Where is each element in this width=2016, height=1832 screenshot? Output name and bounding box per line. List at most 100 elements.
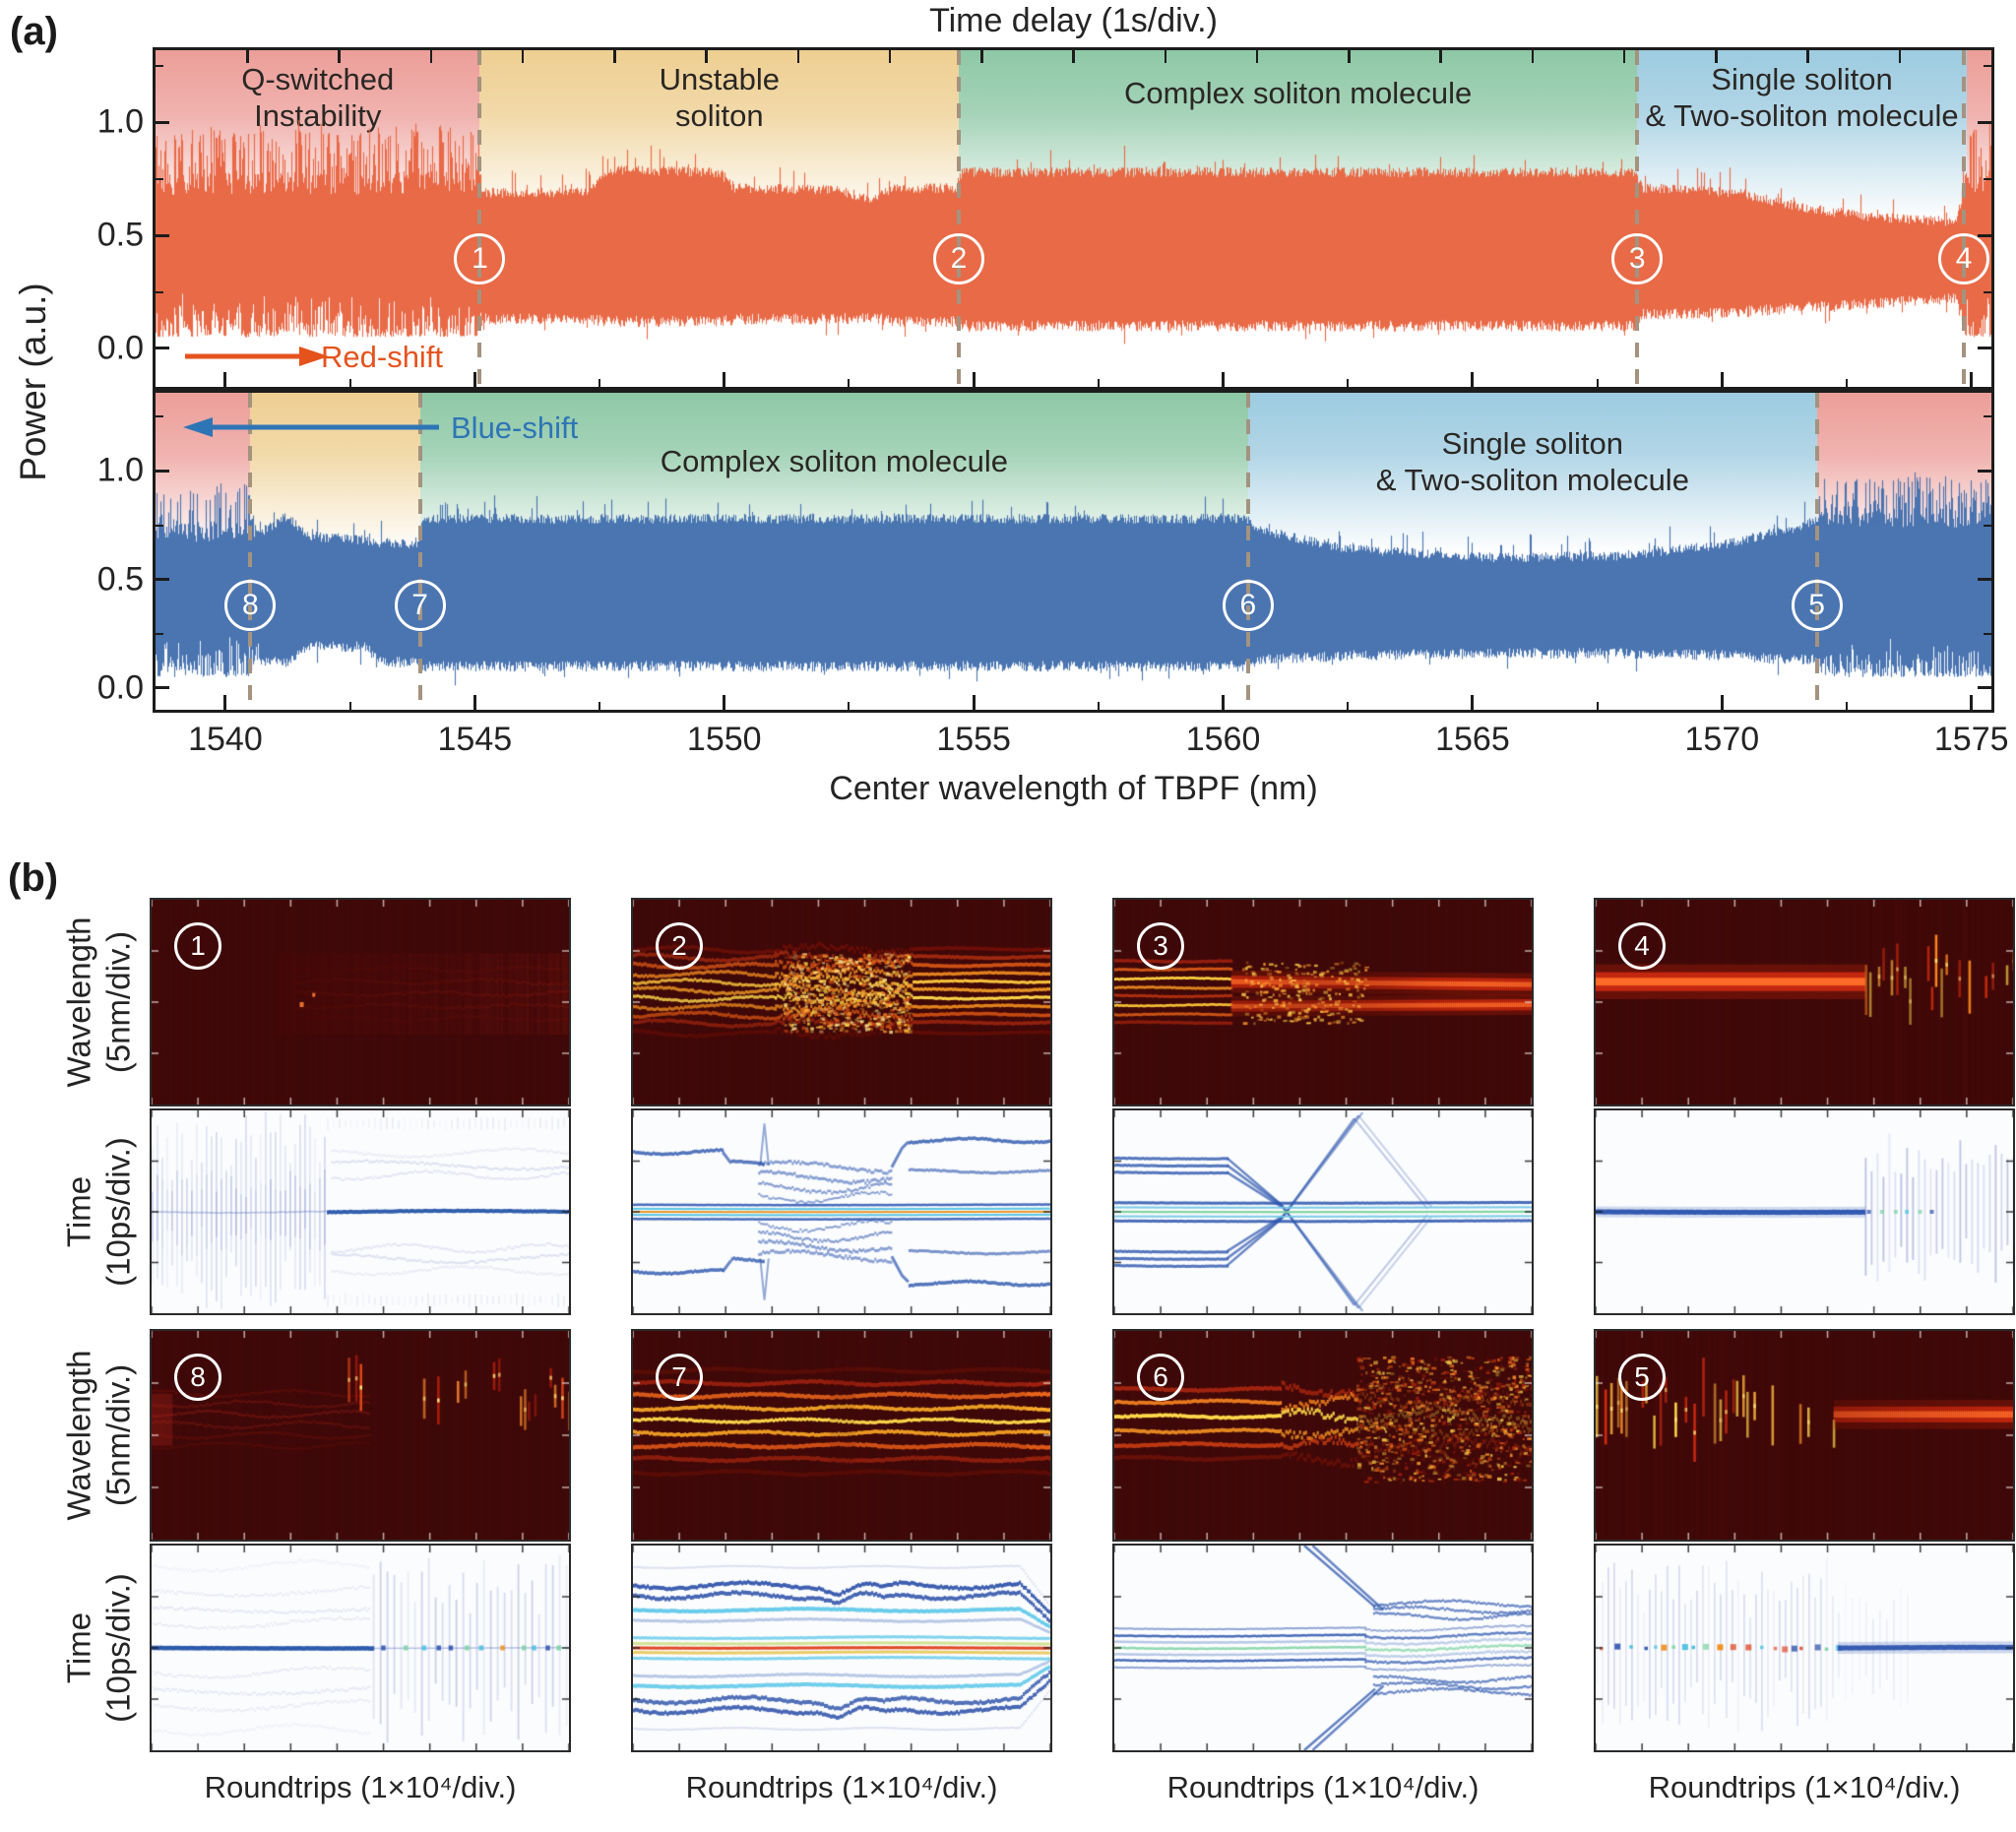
heatmap-canvas-3-time xyxy=(1114,1110,1532,1313)
subplot-marker-circle-2: 2 xyxy=(656,922,703,970)
heatmap-canvas-4-wavelength xyxy=(1596,900,2013,1105)
boundary-dashed-line xyxy=(1814,393,1819,710)
axis-tick xyxy=(1846,379,1849,387)
x-axis-label: Center wavelength of TBPF (nm) xyxy=(829,770,1318,807)
y-tick-label: 1.0 xyxy=(96,102,144,141)
roundtrips-xlabel: Roundtrips (1×10⁴/div.) xyxy=(1166,1770,1480,1804)
axis-tick xyxy=(1439,50,1442,63)
panel-b-label: (b) xyxy=(8,856,59,900)
axis-tick xyxy=(156,120,169,124)
axis-tick xyxy=(1471,695,1475,710)
marker-circle-6: 6 xyxy=(1222,579,1274,631)
axis-tick xyxy=(1720,372,1724,387)
y-tick-label: 1.0 xyxy=(96,451,144,489)
heatmap-time-7 xyxy=(631,1544,1052,1752)
axis-tick xyxy=(888,50,892,63)
boundary-dashed-line xyxy=(248,393,253,710)
panel-a-top-plot: Q-switchedInstabilityUnstablesolitonComp… xyxy=(153,47,1994,390)
axis-tick xyxy=(156,469,169,473)
heatmap-canvas-8-time xyxy=(152,1546,569,1750)
axis-tick xyxy=(472,695,476,710)
axis-tick xyxy=(1531,50,1534,63)
axis-tick xyxy=(705,50,708,63)
y-tick-label: 0.5 xyxy=(96,560,144,599)
top-axis-title: Time delay (1s/div.) xyxy=(929,2,1218,39)
axis-tick xyxy=(1471,372,1475,387)
heatmap-time-5 xyxy=(1594,1544,2015,1752)
roundtrips-xlabel: Roundtrips (1×10⁴/div.) xyxy=(204,1770,517,1804)
boundary-dashed-line xyxy=(1962,50,1967,387)
ylabel-line: Wavelength xyxy=(60,1350,97,1521)
axis-tick xyxy=(1255,50,1259,63)
axis-tick xyxy=(972,372,976,387)
marker-circle-5: 5 xyxy=(1791,579,1843,631)
heatmap-canvas-1-time xyxy=(152,1110,569,1313)
axis-tick xyxy=(156,177,163,180)
boundary-dashed-line xyxy=(1635,50,1640,387)
heatmap-wavelength-7: 7 xyxy=(631,1329,1052,1542)
axis-tick xyxy=(1970,695,1974,710)
axis-tick xyxy=(1347,702,1350,710)
axis-tick xyxy=(1072,50,1075,63)
panel-a-label: (a) xyxy=(10,10,58,53)
axis-tick xyxy=(246,50,249,63)
axis-tick xyxy=(1970,372,1974,387)
x-tick-label: 1560 xyxy=(1185,721,1261,758)
x-tick-label: 1550 xyxy=(686,721,762,758)
heatmap-wavelength-3: 3 xyxy=(1112,898,1534,1106)
axis-tick xyxy=(156,290,163,293)
axis-tick xyxy=(1984,415,1991,418)
subplot-marker-circle-6: 6 xyxy=(1137,1354,1184,1401)
heatmap-canvas-5-wavelength xyxy=(1596,1331,2013,1540)
roundtrips-xlabel: Roundtrips (1×10⁴/div.) xyxy=(685,1770,998,1804)
heatmap-wavelength-2: 2 xyxy=(631,898,1052,1106)
x-tick-label: 1540 xyxy=(188,721,263,758)
axis-tick xyxy=(1978,233,1991,237)
subplot-marker-circle-8: 8 xyxy=(174,1354,221,1401)
red-shift-arrow xyxy=(183,344,331,369)
x-tick-label: 1575 xyxy=(1933,721,2009,758)
axis-tick xyxy=(1347,379,1350,387)
marker-circle-3: 3 xyxy=(1611,233,1664,285)
axis-tick xyxy=(156,347,169,350)
x-tick-label: 1555 xyxy=(936,721,1011,758)
heatmap-canvas-6-wavelength xyxy=(1114,1331,1532,1540)
time-row-ylabel: Time (10ps/div.) xyxy=(59,1573,137,1723)
heatmap-canvas-7-wavelength xyxy=(633,1331,1050,1540)
roundtrips-xlabel: Roundtrips (1×10⁴/div.) xyxy=(1648,1770,1961,1804)
y-tick-label: 0.0 xyxy=(96,668,144,707)
subplot-marker-circle-7: 7 xyxy=(656,1354,703,1401)
axis-tick xyxy=(1978,469,1991,473)
marker-circle-8: 8 xyxy=(224,579,277,631)
blue-shift-label: Blue-shift xyxy=(451,411,579,445)
axis-tick xyxy=(796,50,799,63)
marker-circle-2: 2 xyxy=(932,233,984,285)
axis-tick xyxy=(1097,702,1100,710)
axis-tick xyxy=(1984,65,1991,68)
axis-tick xyxy=(972,695,976,710)
axis-tick xyxy=(1898,50,1901,63)
axis-tick xyxy=(1984,632,1991,635)
axis-tick xyxy=(723,372,726,387)
axis-tick xyxy=(980,50,983,63)
heatmap-canvas-3-wavelength xyxy=(1114,900,1532,1105)
subplot-marker-circle-5: 5 xyxy=(1618,1354,1666,1401)
axis-tick xyxy=(472,372,476,387)
x-tick-label: 1565 xyxy=(1435,721,1510,758)
axis-tick xyxy=(348,379,351,387)
subplot-marker-circle-3: 3 xyxy=(1137,922,1184,970)
axis-tick xyxy=(1596,379,1599,387)
axis-tick xyxy=(429,50,432,63)
heatmap-time-2 xyxy=(631,1108,1052,1315)
axis-tick xyxy=(223,695,227,710)
axis-tick xyxy=(521,50,525,63)
axis-tick xyxy=(1715,50,1718,63)
y-tick-label: 0.5 xyxy=(96,216,144,254)
axis-tick xyxy=(848,379,850,387)
heatmap-wavelength-4: 4 xyxy=(1594,898,2015,1106)
heatmap-time-8 xyxy=(150,1544,571,1752)
axis-tick xyxy=(156,65,163,68)
heatmap-canvas-4-time xyxy=(1596,1110,2013,1313)
axis-tick xyxy=(613,50,616,63)
